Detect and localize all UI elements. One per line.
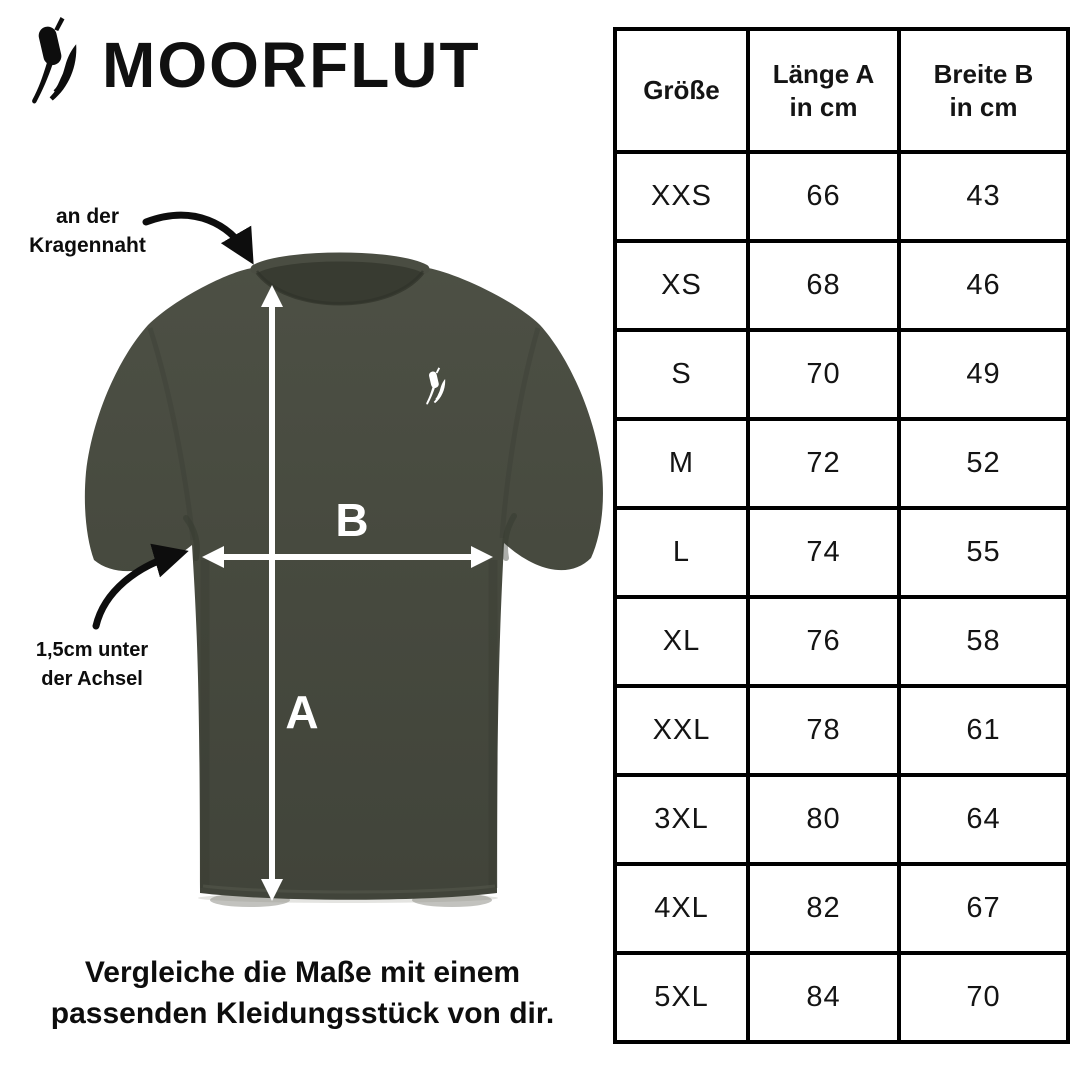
cell-width: 52 (897, 417, 1070, 510)
cell-width: 58 (897, 595, 1070, 688)
cell-length: 78 (746, 684, 901, 777)
tshirt (84, 252, 603, 900)
armpit-annotation-line2: der Achsel (41, 668, 143, 690)
armpit-annotation: 1,5cm unter der Achsel (2, 636, 182, 694)
footer-note-line1: Vergleiche die Maße mit einem (84, 956, 521, 989)
cell-size: XS (613, 239, 750, 332)
table-header-row: Größe Länge A in cm Breite B in cm (613, 27, 1070, 154)
collar-annotation-line2: Kragennaht (29, 234, 146, 257)
width-b-label: B (335, 494, 368, 546)
cell-length: 82 (746, 862, 901, 955)
table-row: XL 76 58 (613, 595, 1070, 688)
collar-arrow-icon (142, 211, 254, 265)
length-arrow (261, 285, 283, 901)
cell-size: XXL (613, 684, 750, 777)
table-row: 3XL 80 64 (613, 773, 1070, 866)
col-header-width-line1: Breite B (933, 58, 1034, 89)
collar-annotation-line1: an der (55, 205, 120, 228)
footer-note-line2: passenden Kleidungsstück von dir. (50, 997, 555, 1030)
length-a-label: A (285, 686, 318, 738)
table-row: XXL 78 61 (613, 684, 1070, 777)
brand-name: MOORFLUT (102, 29, 481, 101)
col-header-length-line2: in cm (789, 91, 858, 122)
cell-size: 5XL (613, 951, 750, 1044)
size-table: Größe Länge A in cm Breite B in cm XXS 6… (613, 27, 1070, 1044)
cell-width: 49 (897, 328, 1070, 421)
armpit-arrow-icon (92, 543, 189, 630)
col-header-size: Größe (613, 27, 750, 154)
cell-size: S (613, 328, 750, 421)
table-row: M 72 52 (613, 417, 1070, 510)
col-header-size-line1: Größe (643, 75, 720, 105)
cell-length: 68 (746, 239, 901, 332)
col-header-width: Breite B in cm (897, 27, 1070, 154)
table-row: 5XL 84 70 (613, 951, 1070, 1044)
cell-width: 61 (897, 684, 1070, 777)
cell-width: 43 (897, 150, 1070, 243)
table-row: XXS 66 43 (613, 150, 1070, 243)
table-row: S 70 49 (613, 328, 1070, 421)
cell-width: 67 (897, 862, 1070, 955)
table-row: L 74 55 (613, 506, 1070, 599)
cell-length: 80 (746, 773, 901, 866)
cell-size: 3XL (613, 773, 750, 866)
table-row: 4XL 82 67 (613, 862, 1070, 955)
armpit-annotation-line1: 1,5cm unter (35, 639, 149, 661)
cell-length: 66 (746, 150, 901, 243)
cell-length: 76 (746, 595, 901, 688)
table-row: XS 68 46 (613, 239, 1070, 332)
tshirt-illustration: B A (84, 211, 603, 907)
cell-width: 46 (897, 239, 1070, 332)
col-header-length: Länge A in cm (746, 27, 901, 154)
cell-size: XXS (613, 150, 750, 243)
footer-note: Vergleiche die Maße mit einem passenden … (15, 952, 590, 1034)
col-header-width-line2: in cm (949, 91, 1018, 122)
cell-length: 70 (746, 328, 901, 421)
col-header-length-line1: Länge A (772, 58, 875, 89)
cell-width: 64 (897, 773, 1070, 866)
width-arrow (202, 546, 493, 568)
cell-width: 70 (897, 951, 1070, 1044)
cell-length: 72 (746, 417, 901, 510)
cell-width: 55 (897, 506, 1070, 599)
cell-length: 74 (746, 506, 901, 599)
cell-size: 4XL (613, 862, 750, 955)
cell-size: M (613, 417, 750, 510)
cell-length: 84 (746, 951, 901, 1044)
cell-size: L (613, 506, 750, 599)
cell-size: XL (613, 595, 750, 688)
collar-annotation: an der Kragennaht (10, 202, 165, 260)
